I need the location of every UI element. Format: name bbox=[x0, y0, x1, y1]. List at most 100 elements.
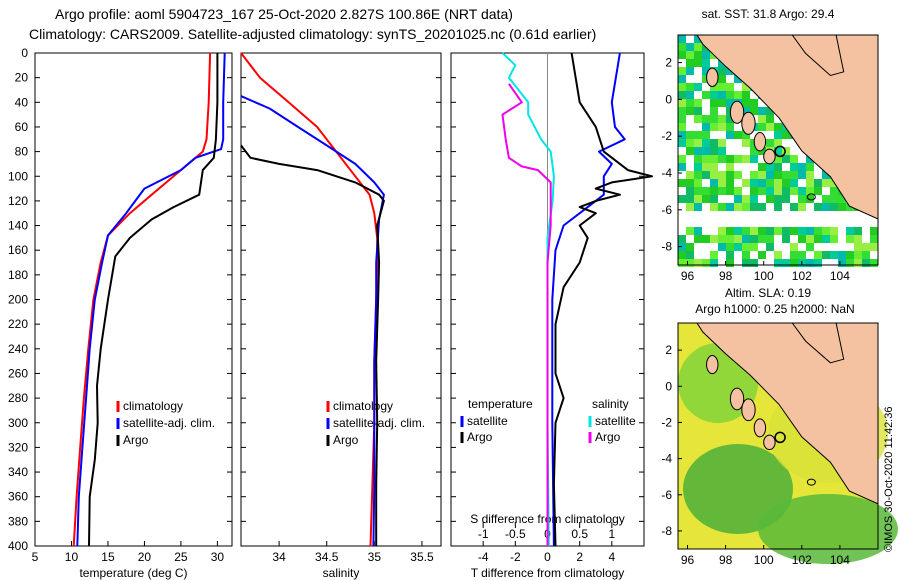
sst-map-cell bbox=[694, 51, 702, 59]
depth-tick-60: 60 bbox=[15, 120, 29, 134]
sst-map-cell bbox=[846, 235, 854, 243]
sst-map-cell bbox=[742, 155, 750, 163]
sst-map-cell bbox=[774, 251, 782, 259]
sst-map-cell bbox=[694, 155, 702, 163]
diff-legend-t-argo-label: Argo bbox=[467, 430, 493, 444]
sst-map-cell bbox=[726, 155, 734, 163]
sst-map-cell bbox=[790, 259, 798, 267]
sst-map-island-3 bbox=[763, 148, 776, 165]
sst-map-cell bbox=[830, 203, 838, 211]
sst-map-cell bbox=[694, 147, 702, 155]
sst-map-cell bbox=[806, 171, 814, 179]
sst-map-cell bbox=[678, 195, 686, 203]
sst-map-cell bbox=[702, 195, 710, 203]
sla-map-island-4 bbox=[706, 355, 719, 375]
depth-tick-20: 20 bbox=[15, 71, 29, 85]
sst-map-cell bbox=[702, 139, 710, 147]
sst-map-cell bbox=[686, 139, 694, 147]
sst-map-cell bbox=[758, 235, 766, 243]
sst-map-cell bbox=[710, 147, 718, 155]
sst-map-cell bbox=[678, 155, 686, 163]
diff-xtick-label--2: -2 bbox=[510, 550, 521, 564]
diff-legend-salinity-title: salinity bbox=[592, 397, 629, 411]
difference-t-xlabel: T difference from climatology bbox=[471, 566, 625, 580]
sst-map-cell bbox=[702, 59, 710, 67]
sst-map-cell bbox=[694, 107, 702, 115]
sst-map-cell bbox=[750, 187, 758, 195]
sst-map-cell bbox=[718, 235, 726, 243]
sst-map-cell bbox=[726, 91, 734, 99]
depth-tick-200: 200 bbox=[8, 293, 28, 307]
sst-map-cell bbox=[782, 227, 790, 235]
sst-map-cell bbox=[694, 43, 702, 51]
sst-map-ytick-label-0: 0 bbox=[665, 92, 672, 106]
sst-map-cell bbox=[822, 235, 830, 243]
sst-map-cell bbox=[814, 259, 822, 267]
sst-map-cell bbox=[734, 155, 742, 163]
sst-map-cell bbox=[870, 227, 878, 235]
imos-timestamp: ©IMOS 30-Oct-2020 11:42:36 bbox=[883, 406, 895, 552]
sst-map-cell bbox=[686, 195, 694, 203]
sst-map-group bbox=[677, 34, 879, 267]
sst-map-cell bbox=[806, 187, 814, 195]
sst-map-cell bbox=[726, 123, 734, 131]
sla-map-ytick-label-2: 2 bbox=[665, 343, 672, 357]
sst-map-cell bbox=[710, 251, 718, 259]
sst-map-cell bbox=[718, 75, 726, 83]
sal-legend-1-label: satellite-adj. clim. bbox=[333, 416, 425, 430]
sla-map-argo-marker bbox=[774, 431, 786, 444]
depth-tick-120: 120 bbox=[8, 194, 28, 208]
sst-map-cell bbox=[694, 203, 702, 211]
depth-tick-100: 100 bbox=[8, 169, 28, 183]
sst-map-cell bbox=[854, 259, 862, 267]
sst-map-cell bbox=[774, 171, 782, 179]
sla-map-xtick-label-102: 102 bbox=[792, 553, 812, 567]
diff-s-xtick-label-1: 1 bbox=[608, 527, 615, 541]
temperature-line-1 bbox=[76, 52, 226, 547]
sst-map-cell bbox=[790, 163, 798, 171]
sst-map-cell bbox=[710, 155, 718, 163]
sst-map-cell bbox=[750, 243, 758, 251]
sst-map-cell bbox=[750, 227, 758, 235]
sst-map-cell bbox=[710, 83, 718, 91]
sst-map-cell bbox=[838, 259, 846, 267]
sst-map-cell bbox=[766, 107, 774, 115]
sst-map-cell bbox=[814, 251, 822, 259]
sst-map-cell bbox=[774, 131, 782, 139]
sst-map-cell bbox=[686, 107, 694, 115]
sst-map-cell bbox=[694, 171, 702, 179]
sst-map-cell bbox=[742, 243, 750, 251]
temp-xtick-label-30: 30 bbox=[211, 550, 225, 564]
sst-map-cell bbox=[830, 195, 838, 203]
temp-xtick-label-10: 10 bbox=[65, 550, 79, 564]
sst-map-cell bbox=[702, 123, 710, 131]
depth-tick-320: 320 bbox=[8, 440, 28, 454]
sst-map-cell bbox=[758, 171, 766, 179]
sst-map-cell bbox=[694, 139, 702, 147]
sst-map-cell bbox=[806, 195, 814, 203]
sst-map-cell bbox=[862, 243, 870, 251]
sst-map-cell bbox=[686, 259, 694, 267]
depth-tick-220: 220 bbox=[8, 317, 28, 331]
sst-map-cell bbox=[758, 123, 766, 131]
sst-map-cell bbox=[758, 179, 766, 187]
sst-map-cell bbox=[814, 203, 822, 211]
sal-xtick-label-35.5: 35.5 bbox=[410, 550, 434, 564]
sst-map-cell bbox=[830, 235, 838, 243]
sst-map-cell bbox=[766, 179, 774, 187]
sst-map-cell bbox=[686, 203, 694, 211]
sal-xtick-label-34: 34 bbox=[272, 550, 286, 564]
sst-map-cell bbox=[766, 195, 774, 203]
sst-map-cell bbox=[758, 163, 766, 171]
sla-map-xtick-label-104: 104 bbox=[830, 553, 850, 567]
diff-xtick-label--4: -4 bbox=[478, 550, 489, 564]
sst-map-cell bbox=[838, 203, 846, 211]
sst-map-cell bbox=[678, 75, 686, 83]
sst-map-cell bbox=[678, 179, 686, 187]
sst-map-cell bbox=[846, 251, 854, 259]
temperature-line-0 bbox=[72, 52, 212, 547]
sst-map-cell bbox=[718, 147, 726, 155]
sst-map-cell bbox=[798, 195, 806, 203]
temperature-panel-frame bbox=[34, 52, 233, 547]
sst-map-cell bbox=[846, 227, 854, 235]
